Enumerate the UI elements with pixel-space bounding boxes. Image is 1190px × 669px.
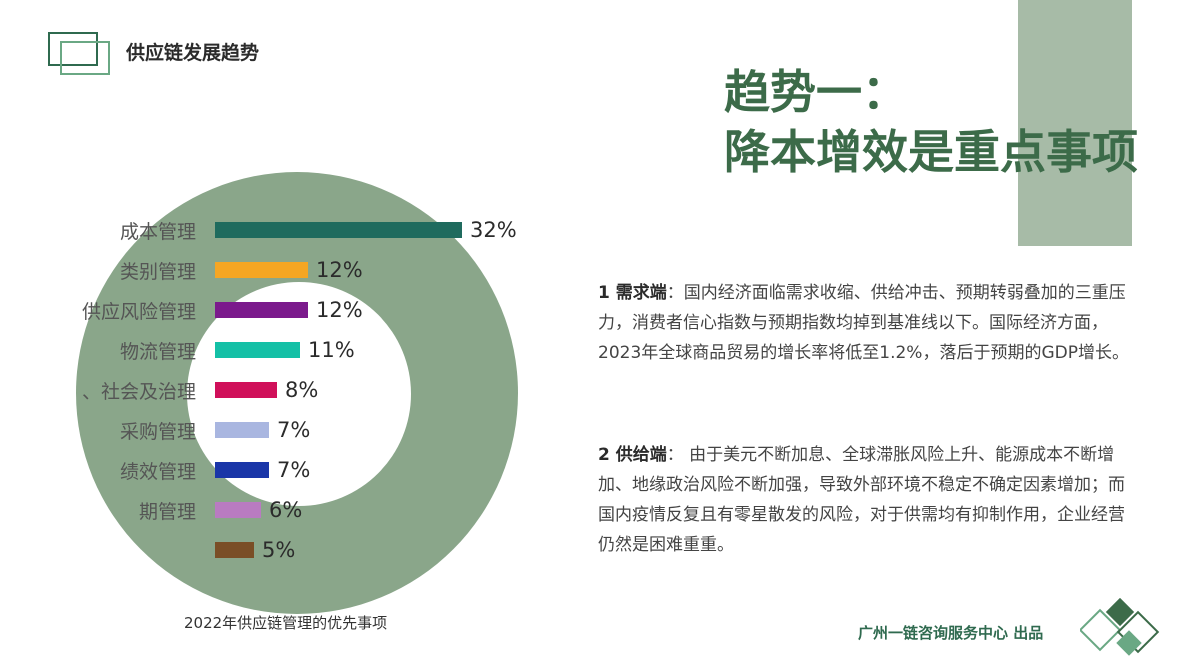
- bar-value-label: 8%: [285, 378, 319, 402]
- bar: [215, 422, 269, 438]
- headline-line-2: 降本增效是重点事项: [724, 125, 1138, 179]
- bar-value-label: 7%: [277, 418, 311, 442]
- bar-value-label: 12%: [316, 258, 363, 282]
- bar: [215, 462, 269, 478]
- bar-label: 绩效管理: [119, 461, 196, 483]
- logo-square-front: [60, 41, 110, 75]
- bar: [215, 342, 300, 358]
- logo-mark: [48, 32, 112, 75]
- paragraph-supply-lead: 2 供给端: [598, 445, 667, 465]
- paragraph-supply: 2 供给端： 由于美元不断加息、全球滞胀风险上升、能源成本不断增加、地缘政治风险…: [598, 440, 1138, 560]
- paragraph-demand-lead: 1 需求端: [598, 283, 667, 303]
- bar: [215, 262, 308, 278]
- headline: 趋势一： 降本增效是重点事项: [724, 62, 1138, 182]
- paragraph-demand-text: ：国内经济面临需求收缩、供给冲击、预期转弱叠加的三重压力，消费者信心指数与预期指…: [598, 283, 1129, 363]
- paragraph-demand: 1 需求端：国内经济面临需求收缩、供给冲击、预期转弱叠加的三重压力，消费者信心指…: [598, 278, 1138, 368]
- bar-value-label: 6%: [269, 498, 303, 522]
- section-title: 供应链发展趋势: [126, 42, 260, 64]
- footer-credit: 广州一链咨询服务中心 出品: [858, 624, 1044, 642]
- decorative-bar: [1018, 0, 1132, 246]
- bar: [215, 502, 261, 518]
- headline-line-1: 趋势一：: [724, 65, 908, 119]
- logo-square-back: [48, 32, 98, 66]
- bar-label: 采购管理: [119, 421, 196, 443]
- bar-label: 期管理: [138, 501, 196, 523]
- bar-value-label: 5%: [262, 538, 296, 562]
- bar: [215, 302, 308, 318]
- footer-logo-icon: [1080, 598, 1160, 656]
- paragraph-supply-text: ： 由于美元不断加息、全球滞胀风险上升、能源成本不断增加、地缘政治风险不断加强，…: [598, 445, 1125, 555]
- bar-value-label: 7%: [277, 458, 311, 482]
- bar-value-label: 12%: [316, 298, 363, 322]
- bar-label: 物流管理: [119, 341, 196, 363]
- bar-value-label: 11%: [308, 338, 355, 362]
- bar-label: 类别管理: [119, 261, 196, 283]
- chart-caption: 2022年供应链管理的优先事项: [184, 614, 388, 632]
- bar-value-label: 32%: [470, 218, 517, 242]
- bar: [215, 542, 254, 558]
- bar: [215, 382, 277, 398]
- bar-label: 、社会及治理: [81, 381, 196, 403]
- bar-label: 供应风险管理: [81, 301, 196, 323]
- bar-label: 成本管理: [119, 221, 196, 243]
- bar: [215, 222, 462, 238]
